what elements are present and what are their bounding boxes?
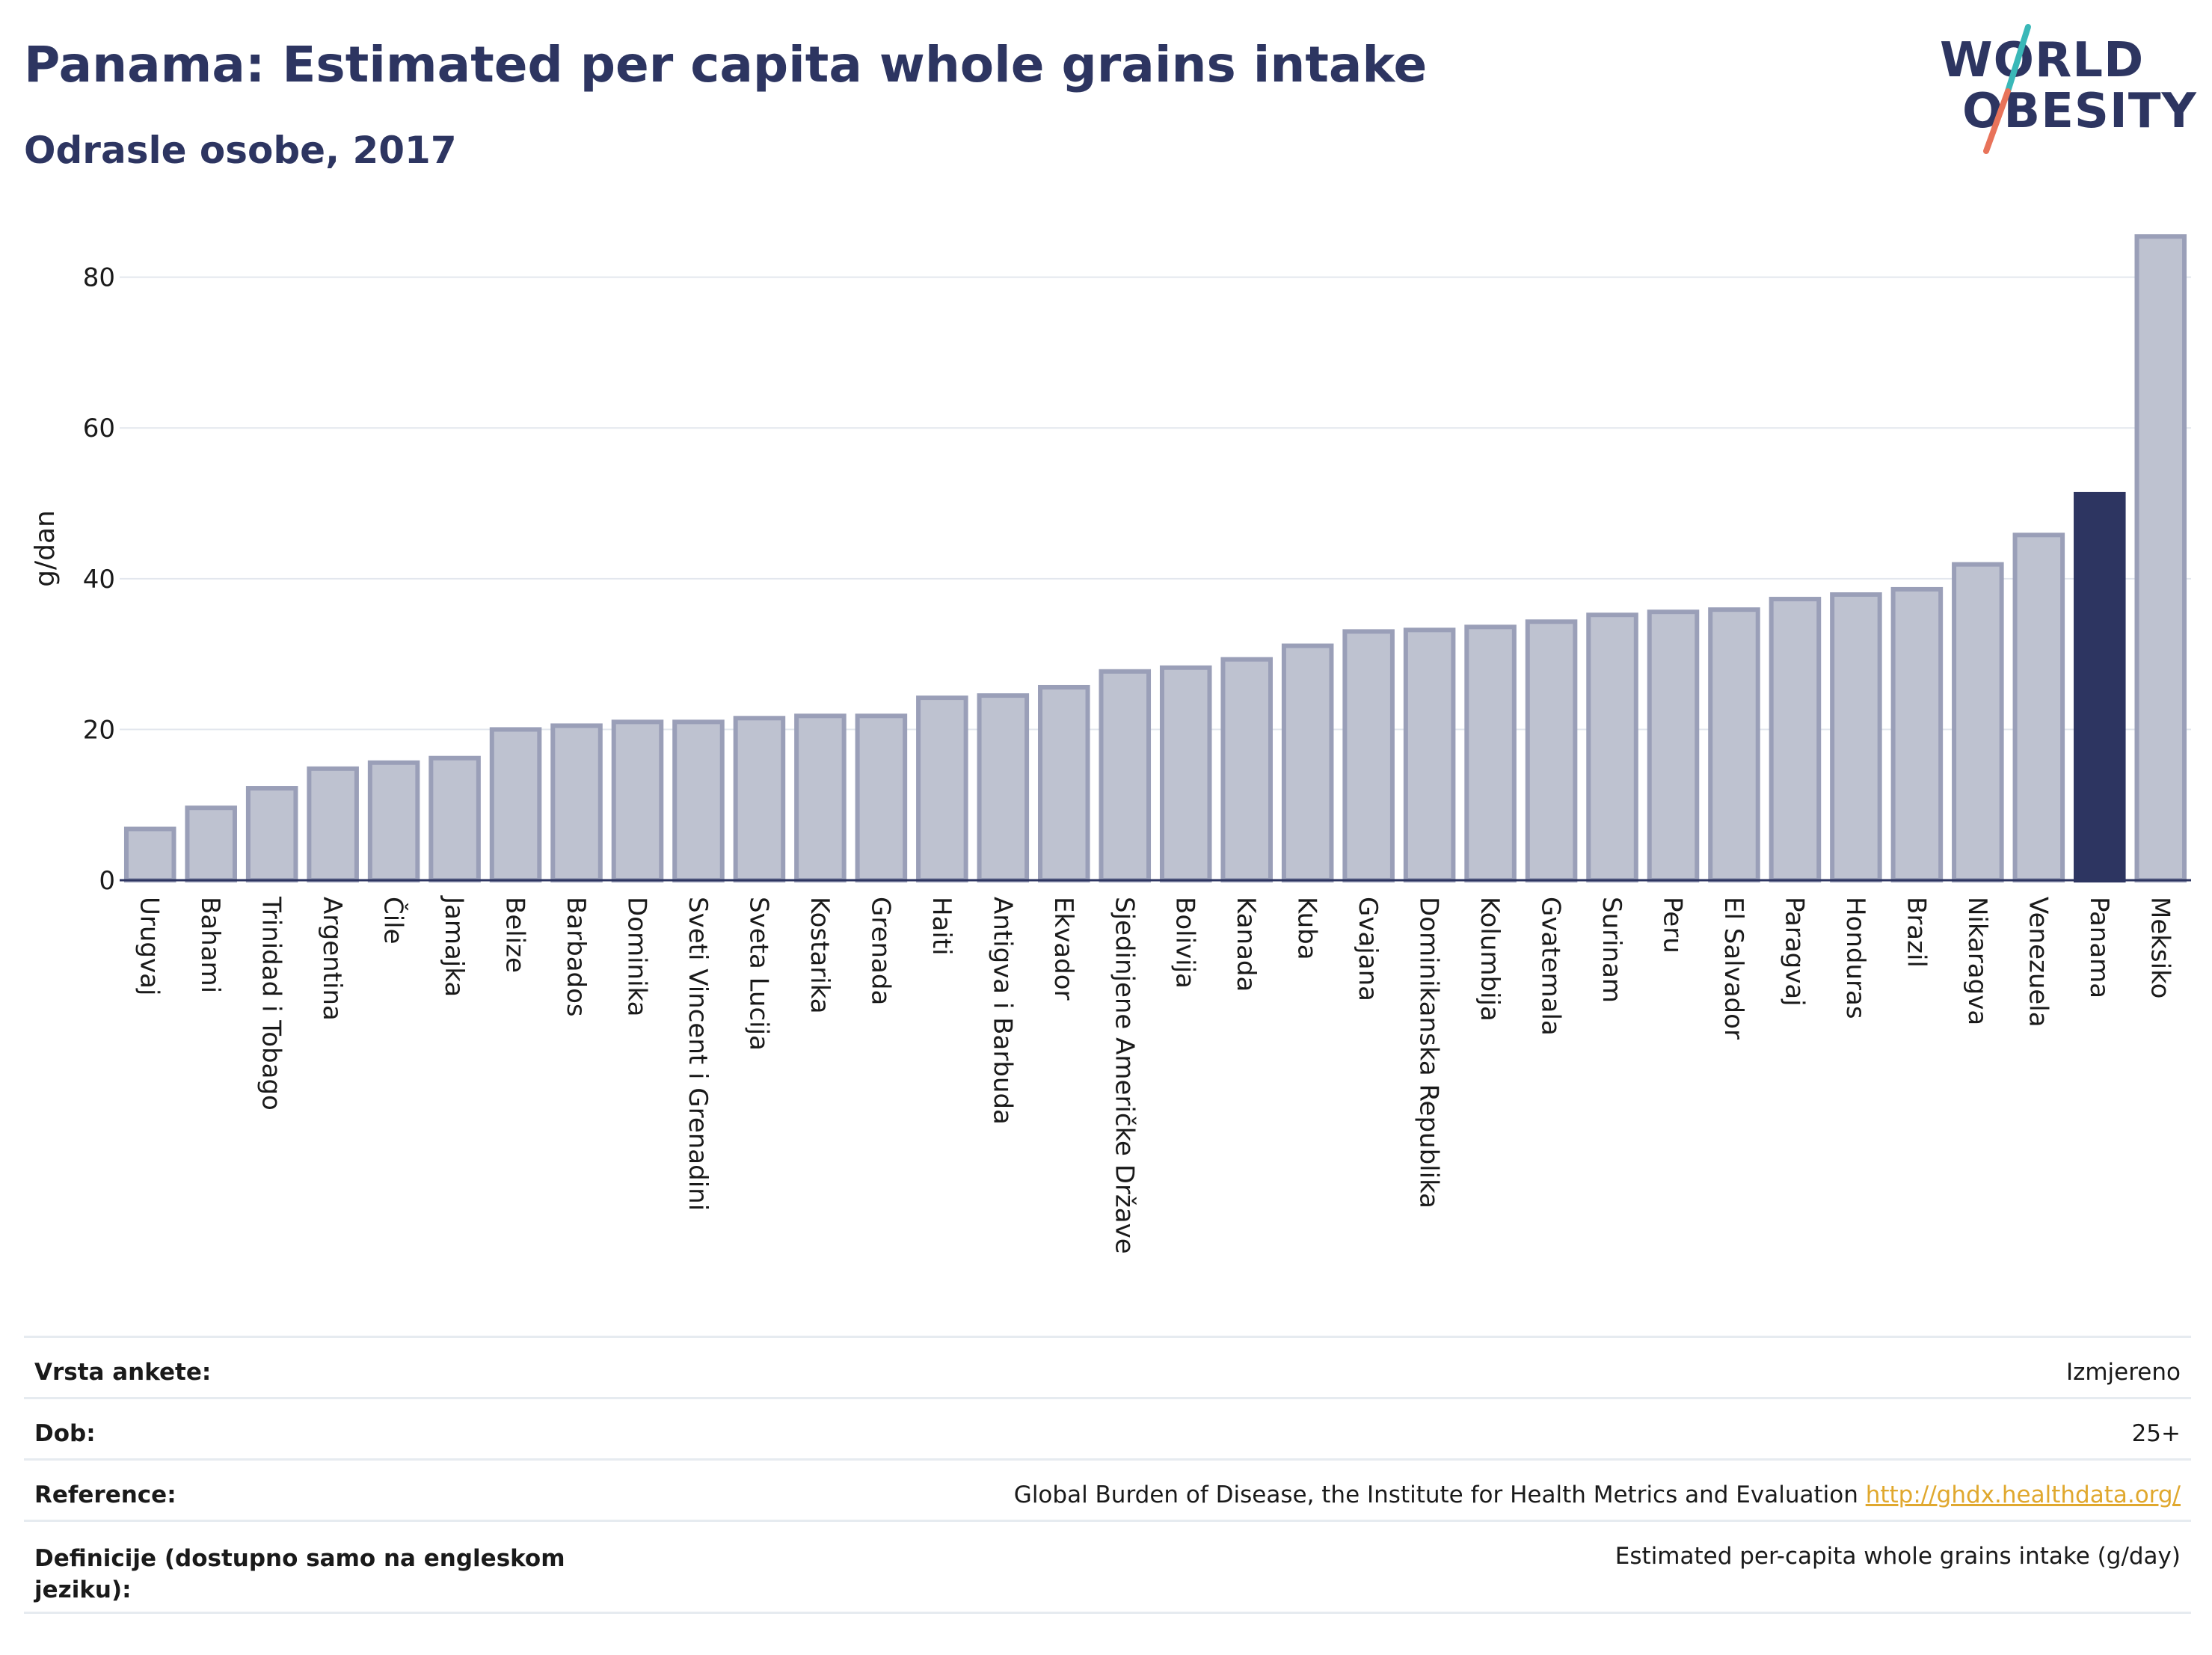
x-tick-label: Sjedinjene Američke Države: [1109, 897, 1139, 1254]
bar-kuba: [1281, 643, 1334, 882]
x-tick-label: Paragvaj: [1779, 897, 1809, 1007]
bar-barbados: [550, 723, 603, 882]
x-tick-label: Haiti: [927, 897, 956, 956]
bar-meksiko: [2134, 234, 2187, 882]
x-tick-label: Dominikanska Republika: [1414, 897, 1444, 1209]
x-tick-label: Kanada: [1231, 897, 1261, 992]
bar-sveti-vincent-i-grenadini: [672, 719, 725, 882]
x-axis-labels: Urugvaj Bahami Trinidad i Tobago Argentina Č…: [135, 895, 2175, 1254]
bar-ekvador: [1038, 684, 1090, 882]
bar-el-salvador: [1708, 607, 1760, 883]
x-tick-label: Urugvaj: [135, 897, 165, 995]
logo-line1: WORLD: [1940, 33, 2144, 88]
info-row-reference: Reference: Global Burden of Disease, the…: [24, 1458, 2191, 1520]
info-row-survey-type: Vrsta ankete: Izmjereno: [24, 1336, 2191, 1397]
reference-value: Global Burden of Disease, the Institute …: [1013, 1481, 1858, 1508]
bar-kolumbija: [1464, 624, 1517, 882]
bar-venezuela: [2012, 532, 2065, 882]
definition-label: Definicije (dostupno samo na engleskom j…: [34, 1545, 565, 1603]
info-row-definition: Definicije (dostupno samo na engleskom j…: [24, 1520, 2191, 1614]
survey-type-value: Izmjereno: [2065, 1359, 2181, 1386]
bar-urugvaj: [123, 826, 176, 883]
bar-paragvaj: [1769, 597, 1822, 882]
bar-brazil: [1890, 586, 1944, 883]
y-tick-label: 40: [83, 565, 115, 595]
bar-trinidad-i-tobago: [245, 786, 298, 882]
bar-kostarika: [794, 713, 847, 883]
x-tick-label: Venezuela: [2023, 897, 2053, 1028]
bar-grenada: [855, 713, 908, 883]
bar-jamajka: [428, 755, 481, 882]
x-tick-label: Čile: [378, 897, 409, 945]
x-tick-label: Argentina: [317, 897, 347, 1021]
bar-surinam: [1586, 612, 1638, 882]
bar-bolivija: [1159, 665, 1212, 883]
x-tick-label: Kuba: [1292, 897, 1322, 960]
x-tick-label: Trinidad i Tobago: [256, 896, 286, 1111]
x-tick-label: Surinam: [1597, 897, 1626, 1003]
x-tick-label: Bolivija: [1170, 897, 1200, 989]
x-tick-label: Nikaragva: [1962, 897, 1992, 1025]
y-tick-label: 80: [83, 263, 115, 293]
x-tick-label: Kostarika: [805, 897, 835, 1014]
bar-haiti: [916, 696, 968, 883]
y-tick-label: 20: [83, 715, 115, 745]
bar-gvajana: [1342, 629, 1395, 882]
x-tick-label: Kolumbija: [1475, 897, 1505, 1022]
chart-subtitle: Odrasle osobe, 2017: [24, 129, 457, 172]
x-tick-label: Meksiko: [2145, 897, 2175, 998]
bar-dominika: [611, 719, 664, 882]
age-label: Dob:: [34, 1420, 96, 1447]
y-axis-ticks: 0 20 40 60 80: [83, 263, 115, 896]
definition-value: Estimated per-capita whole grains intake…: [1615, 1543, 2181, 1570]
bar-kanada: [1220, 657, 1273, 882]
bar-sjedinjene-američke-države: [1099, 669, 1152, 882]
x-tick-label: Belize: [500, 897, 530, 973]
x-tick-label: Honduras: [1840, 897, 1870, 1019]
age-value: 25+: [2131, 1420, 2181, 1447]
world-obesity-logo: WORLD OBESITY: [1940, 24, 2196, 154]
y-tick-label: 60: [83, 414, 115, 443]
bar-čile: [367, 760, 420, 882]
bar-panama: [2074, 491, 2126, 882]
x-tick-label: Peru: [1658, 897, 1688, 954]
bar-gvatemala: [1525, 619, 1578, 883]
bar-argentina: [307, 766, 359, 883]
survey-type-label: Vrsta ankete:: [34, 1359, 212, 1386]
x-tick-label: Bahami: [195, 897, 225, 993]
x-tick-label: Barbados: [561, 897, 591, 1017]
bar-chart: 0 20 40 60 80 Urugvaj Bahami Trinidad i Tobago…: [30, 234, 2191, 1254]
x-tick-label: Dominika: [622, 897, 652, 1016]
x-tick-label: Grenada: [865, 897, 895, 1005]
bar-nikaragva: [1952, 562, 2004, 882]
x-tick-label: Brazil: [1901, 897, 1931, 968]
bar-antigva-i-barbuda: [977, 693, 1030, 883]
x-tick-label: El Salvador: [1718, 897, 1748, 1040]
x-tick-label: Sveta Lucija: [743, 897, 773, 1051]
y-tick-label: 0: [99, 866, 115, 896]
y-axis-label: g/dan: [30, 510, 61, 587]
x-tick-label: Gvatemala: [1536, 897, 1566, 1036]
bar-bahami: [185, 805, 237, 882]
x-tick-label: Jamajka: [439, 895, 469, 997]
x-tick-label: Antigva i Barbuda: [987, 897, 1017, 1125]
bar-peru: [1647, 610, 1700, 882]
chart-title: Panama: Estimated per capita whole grain…: [24, 36, 1428, 93]
info-row-age: Dob: 25+: [24, 1397, 2191, 1458]
bar-honduras: [1830, 592, 1882, 882]
logo-slash-coral: [1983, 88, 2011, 154]
info-table: Vrsta ankete: Izmjereno Dob: 25+ Referen…: [24, 1336, 2191, 1614]
bar-belize: [489, 727, 542, 883]
logo-slash-teal: [2005, 24, 2031, 94]
reference-link[interactable]: http://ghdx.healthdata.org/: [1865, 1481, 2181, 1508]
bar-dominikanska-republika: [1403, 627, 1456, 882]
x-tick-label: Gvajana: [1353, 897, 1383, 1001]
bars: [123, 234, 2187, 883]
bar-sveta-lucija: [733, 716, 786, 883]
reference-label: Reference:: [34, 1481, 176, 1508]
reference-value-wrap: Global Burden of Disease, the Institute …: [1014, 1481, 2191, 1508]
x-tick-label: Sveti Vincent i Grenadini: [683, 897, 713, 1211]
x-tick-label: Ekvador: [1048, 897, 1078, 1001]
x-tick-label: Panama: [2084, 897, 2114, 998]
